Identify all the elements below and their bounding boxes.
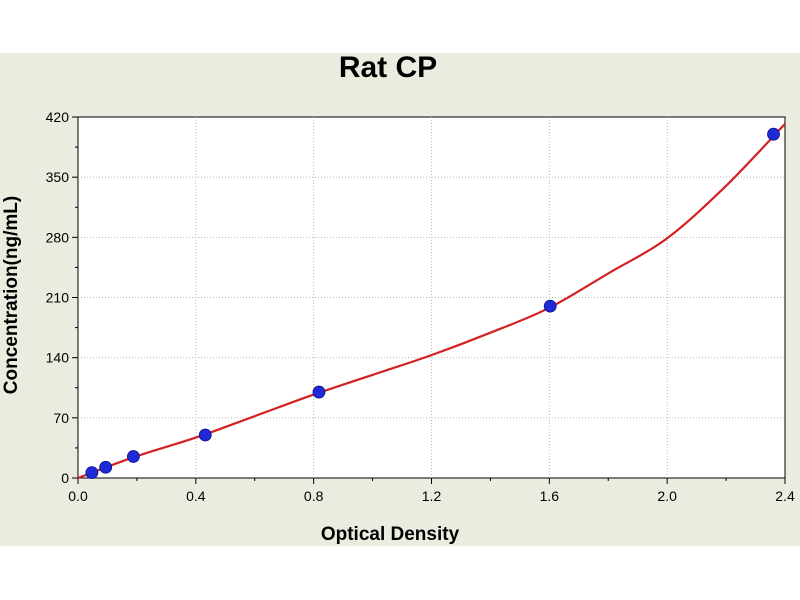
data-point — [126, 450, 140, 463]
chart-svg: Rat CP 0.0 0.4 0.8 1.2 1.6 2.0 2.4 0 70 140 210 280… — [1, 53, 795, 545]
axis-ticks — [72, 116, 786, 484]
y-tick-label: 140 — [46, 350, 70, 366]
y-tick-label: 70 — [53, 410, 69, 426]
data-point — [85, 466, 99, 480]
data-point — [543, 299, 557, 313]
grid-lines — [78, 117, 785, 478]
y-tick-label: 350 — [46, 169, 70, 185]
x-tick-label: 1.6 — [540, 488, 560, 504]
data-point — [99, 460, 113, 474]
x-tick-label: 2.0 — [657, 488, 677, 504]
y-tick-label: 0 — [61, 470, 69, 486]
tick-labels: 0.0 0.4 0.8 1.2 1.6 2.0 2.4 0 70 140 210 280 350 420 — [46, 109, 795, 504]
y-tick-label: 210 — [46, 290, 70, 306]
x-tick-label: 2.4 — [775, 488, 795, 504]
data-point — [767, 127, 780, 141]
x-tick-label: 0.4 — [186, 488, 206, 504]
y-axis-label: Concentration(ng/mL) — [1, 196, 22, 394]
chart-figure: Rat CP 0.0 0.4 0.8 1.2 1.6 2.0 2.4 0 70 140 210 280… — [0, 53, 800, 546]
fit-curve — [77, 123, 786, 480]
y-tick-label: 420 — [46, 109, 70, 125]
x-tick-label: 1.2 — [422, 488, 442, 504]
data-point — [198, 428, 212, 442]
data-point — [312, 385, 326, 399]
data-points — [85, 127, 780, 480]
x-tick-label: 0.0 — [68, 488, 88, 504]
x-axis-label: Optical Density — [321, 524, 460, 545]
chart-title: Rat CP — [339, 53, 437, 84]
x-tick-label: 0.8 — [304, 488, 324, 504]
y-tick-label: 280 — [46, 229, 70, 245]
